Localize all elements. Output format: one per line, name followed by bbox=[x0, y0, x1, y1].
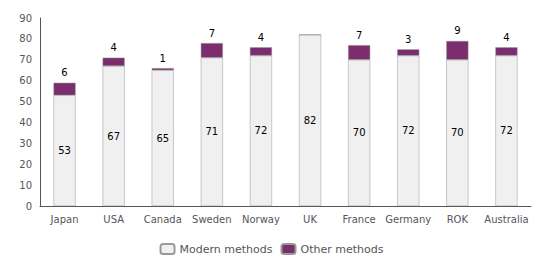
svg-text:Australia: Australia bbox=[484, 214, 528, 225]
svg-text:4: 4 bbox=[110, 42, 116, 53]
svg-text:67: 67 bbox=[107, 131, 120, 142]
svg-text:UK: UK bbox=[303, 214, 317, 225]
svg-text:6: 6 bbox=[61, 67, 67, 78]
svg-text:USA: USA bbox=[103, 214, 124, 225]
svg-text:Norway: Norway bbox=[242, 214, 280, 225]
svg-text:1: 1 bbox=[160, 53, 166, 64]
svg-text:65: 65 bbox=[156, 133, 169, 144]
svg-text:4: 4 bbox=[258, 32, 264, 43]
svg-text:72: 72 bbox=[255, 125, 268, 136]
svg-text:France: France bbox=[343, 214, 376, 225]
svg-text:0: 0 bbox=[26, 201, 32, 212]
svg-text:20: 20 bbox=[19, 159, 32, 170]
svg-text:70: 70 bbox=[19, 54, 32, 65]
svg-text:70: 70 bbox=[451, 127, 464, 138]
svg-text:53: 53 bbox=[58, 145, 71, 156]
svg-text:7: 7 bbox=[356, 30, 362, 41]
svg-text:72: 72 bbox=[402, 125, 415, 136]
svg-text:Other methods: Other methods bbox=[301, 243, 384, 256]
svg-text:Canada: Canada bbox=[144, 214, 182, 225]
svg-text:10: 10 bbox=[19, 180, 32, 191]
svg-text:Modern methods: Modern methods bbox=[180, 243, 273, 256]
svg-text:40: 40 bbox=[19, 117, 32, 128]
svg-text:Japan: Japan bbox=[50, 214, 79, 225]
svg-text:90: 90 bbox=[19, 13, 32, 24]
svg-text:9: 9 bbox=[454, 25, 460, 36]
svg-text:60: 60 bbox=[19, 75, 32, 86]
svg-text:3: 3 bbox=[405, 34, 411, 45]
svg-text:ROK: ROK bbox=[447, 214, 469, 225]
svg-text:Sweden: Sweden bbox=[192, 214, 232, 225]
svg-text:Germany: Germany bbox=[385, 214, 431, 225]
svg-text:70: 70 bbox=[353, 127, 366, 138]
svg-text:30: 30 bbox=[19, 138, 32, 149]
svg-text:7: 7 bbox=[209, 28, 215, 39]
svg-text:71: 71 bbox=[205, 126, 218, 137]
svg-text:4: 4 bbox=[503, 32, 509, 43]
svg-text:50: 50 bbox=[19, 96, 32, 107]
svg-text:82: 82 bbox=[304, 115, 317, 126]
svg-text:80: 80 bbox=[19, 33, 32, 44]
svg-text:72: 72 bbox=[500, 125, 513, 136]
